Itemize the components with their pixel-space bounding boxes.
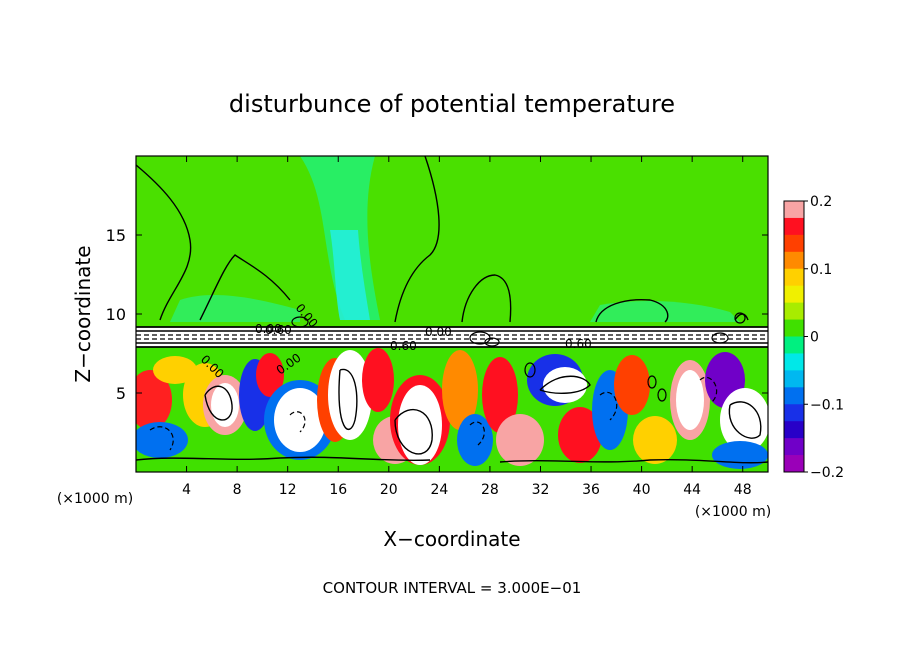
contour-lines [136,156,768,464]
contour-loops [291,312,746,402]
x-tick-label: 8 [233,482,242,498]
x-tick-label: 32 [532,482,550,498]
colorbar-swatch [784,302,804,321]
x-tick-label: 12 [279,482,297,498]
colorbar-swatch [784,421,804,439]
chart-title: disturbunce of potential temperature [229,90,675,118]
colorbar-swatch [784,438,804,456]
x-unit-label-left: (×1000 m) [57,491,133,507]
colorbar-swatch [784,404,804,422]
colorbar-swatch [784,387,804,405]
colorbar-swatch [784,319,804,337]
contour-label: 0.60 [390,339,417,353]
colorbar-tick-label: 0.1 [810,262,832,278]
y-tick-label: 10 [106,305,126,324]
colorbar-swatch [784,201,804,219]
y-tick-label: 5 [116,384,126,403]
x-tick-label: 40 [633,482,651,498]
x-tick-label: 44 [683,482,701,498]
y-axis-label: Z−coordinate [71,245,95,382]
contour-interval-footer: CONTOUR INTERVAL = 3.000E−01 [323,579,582,597]
x-tick-label: 24 [430,482,448,498]
layer-band [136,327,768,347]
x-tick-label: 20 [380,482,398,498]
colorbar-swatch [784,353,804,371]
colorbar-swatch [784,234,804,253]
colorbar-tick-label: −0.1 [810,397,844,413]
colorbar-swatch [784,455,804,473]
contour-label: 0.00 [255,322,282,336]
contour-lines-dashed [136,334,768,451]
x-tick-label: 16 [329,482,347,498]
upper-plume-cyan [330,230,370,320]
colorbar-tick-label: 0 [810,330,819,346]
x-tick-label: 36 [582,482,600,498]
colorbar-swatch [784,370,804,388]
colorbar-swatch [784,336,804,354]
contour-label: 0.00 [425,325,452,339]
colorbar-tick-label: 0.2 [810,194,832,210]
y-axis: 5 10 15 [106,226,768,403]
colorbar-axis: 0.2 0.1 0 −0.1 −0.2 [804,194,844,481]
colorbar-swatch [784,268,804,287]
plot-area [136,156,768,472]
x-axis: 4 8 12 16 20 24 28 32 36 40 44 48 [182,156,752,498]
x-tick-label: 48 [734,482,752,498]
x-tick-label: 4 [182,482,191,498]
colorbar [784,201,804,473]
upper-patch-right [590,300,740,322]
x-axis-label: X−coordinate [383,527,520,551]
y-tick-label: 15 [106,226,126,245]
contour-label: 0.60 [265,323,292,337]
x-unit-label-right: (×1000 m) [695,504,771,520]
colorbar-swatch [784,217,804,236]
contour-label: 0.60 [565,337,592,351]
x-tick-label: 28 [481,482,499,498]
colorbar-tick-label: −0.2 [810,465,844,481]
colorbar-swatch [784,251,804,270]
colorbar-swatch [784,285,804,304]
